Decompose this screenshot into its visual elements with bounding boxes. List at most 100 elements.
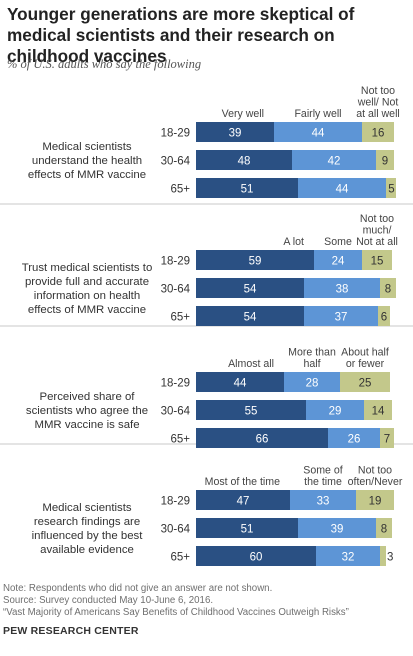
bar-segment: [196, 518, 298, 538]
bar-segment: [298, 518, 376, 538]
panel-title: available evidence: [40, 544, 134, 556]
bar-segment: [196, 546, 316, 566]
data-label: 59: [249, 256, 262, 268]
data-label: 33: [317, 496, 330, 508]
bar-segment: [274, 122, 362, 142]
data-label: 55: [245, 406, 258, 418]
bar-segment: [376, 150, 394, 170]
bar-segment: [376, 518, 392, 538]
data-label: 29: [329, 406, 342, 418]
data-label: 14: [372, 406, 385, 418]
age-label: 30-64: [161, 156, 191, 168]
legend-label-3: at all well: [356, 108, 400, 120]
legend-label-1: Most of the time: [205, 476, 280, 488]
legend-label-2: the time: [304, 476, 342, 488]
panel-title: influenced by the best: [32, 530, 144, 542]
bar-segment: [292, 150, 376, 170]
data-label: 15: [371, 256, 384, 268]
legend-label-1: Almost all: [228, 358, 274, 370]
bar-segment: [328, 428, 380, 448]
bar-segment: [380, 278, 396, 298]
data-label: 7: [384, 434, 390, 446]
panel-title: provide full and accurate: [25, 276, 149, 288]
bar-segment: [364, 400, 392, 420]
panel-title: effects of MMR vaccine: [28, 304, 146, 316]
age-label: 18-29: [161, 378, 190, 390]
data-label: 51: [241, 524, 254, 536]
panel-title: Perceived share of: [40, 391, 136, 403]
bar-segment: [304, 306, 378, 326]
legend-label-3: well/ Not: [357, 97, 399, 109]
data-label: 37: [335, 312, 348, 324]
footnote: Note: Respondents who did not give an an…: [3, 583, 273, 594]
bar-segment: [290, 490, 356, 510]
age-label: 30-64: [161, 524, 191, 536]
data-label: 54: [244, 312, 257, 324]
age-label: 18-29: [161, 128, 190, 140]
data-label: 48: [238, 156, 251, 168]
bar-segment: [196, 278, 304, 298]
legend-label-2: Some of: [303, 465, 343, 477]
age-label: 65+: [170, 434, 190, 446]
legend-label-3: About half: [341, 347, 389, 359]
bar-segment: [378, 306, 390, 326]
bar-segment: [298, 178, 386, 198]
data-label: 44: [234, 378, 247, 390]
data-label: 8: [385, 284, 391, 296]
data-label: 39: [229, 128, 242, 140]
data-label: 28: [306, 378, 319, 390]
data-label: 32: [342, 552, 355, 564]
bar-segment: [196, 150, 292, 170]
panel-title: research findings are: [34, 516, 140, 528]
data-label: 19: [369, 496, 382, 508]
data-label: 8: [381, 524, 387, 536]
legend-label-1: Very well: [222, 108, 264, 120]
data-label: 66: [256, 434, 269, 446]
page-title: Younger generations are more skeptical o…: [7, 4, 355, 66]
data-label: 42: [328, 156, 341, 168]
pew-logo-text: PEW RESEARCH CENTER: [3, 625, 139, 637]
data-label: 54: [244, 284, 257, 296]
data-label: 6: [381, 312, 387, 324]
panel-title: effects of MMR vaccine: [28, 169, 146, 181]
panel-title: Medical scientists: [42, 141, 132, 153]
data-label: 9: [382, 156, 388, 168]
legend-label-3: Not at all: [356, 236, 398, 248]
bar-segment: [196, 250, 314, 270]
data-label: 39: [331, 524, 344, 536]
chart-subtitle: % of U.S. adults who say the following: [7, 57, 202, 71]
bar-segment: [356, 490, 394, 510]
bar-segment: [362, 250, 392, 270]
legend-label-2: Some: [324, 236, 352, 248]
data-label: 3: [387, 552, 393, 564]
legend-label-3: often/Never: [348, 476, 403, 488]
panel-title: understand the health: [32, 155, 142, 167]
legend-label-2: Fairly well: [294, 108, 341, 120]
legend-label-3: Not too: [358, 465, 392, 477]
age-label: 65+: [170, 312, 190, 324]
data-label: 47: [237, 496, 250, 508]
bar-segment: [196, 306, 304, 326]
bar-segment: [304, 278, 380, 298]
bar-segment: [196, 490, 290, 510]
legend-label-3: or fewer: [346, 358, 385, 370]
bar-segment: [196, 428, 328, 448]
age-label: 30-64: [161, 284, 191, 296]
data-label: 5: [388, 184, 394, 196]
data-label: 24: [332, 256, 345, 268]
bar-segment: [380, 546, 386, 566]
source-note: Source: Survey conducted May 10-June 6, …: [3, 595, 214, 606]
report-title: “Vast Majority of Americans Say Benefits…: [3, 607, 349, 618]
legend-label-2: More than: [288, 347, 336, 359]
legend-label-3: much/: [363, 225, 392, 237]
age-label: 65+: [170, 184, 190, 196]
panel-title: MMR vaccine is safe: [34, 419, 139, 431]
bar-segment: [340, 372, 390, 392]
data-label: 60: [250, 552, 263, 564]
legend-label-1: A lot: [283, 236, 304, 248]
data-label: 44: [336, 184, 349, 196]
bar-segment: [284, 372, 340, 392]
legend-label-3: Not too: [360, 213, 394, 225]
bar-segment: [196, 372, 284, 392]
